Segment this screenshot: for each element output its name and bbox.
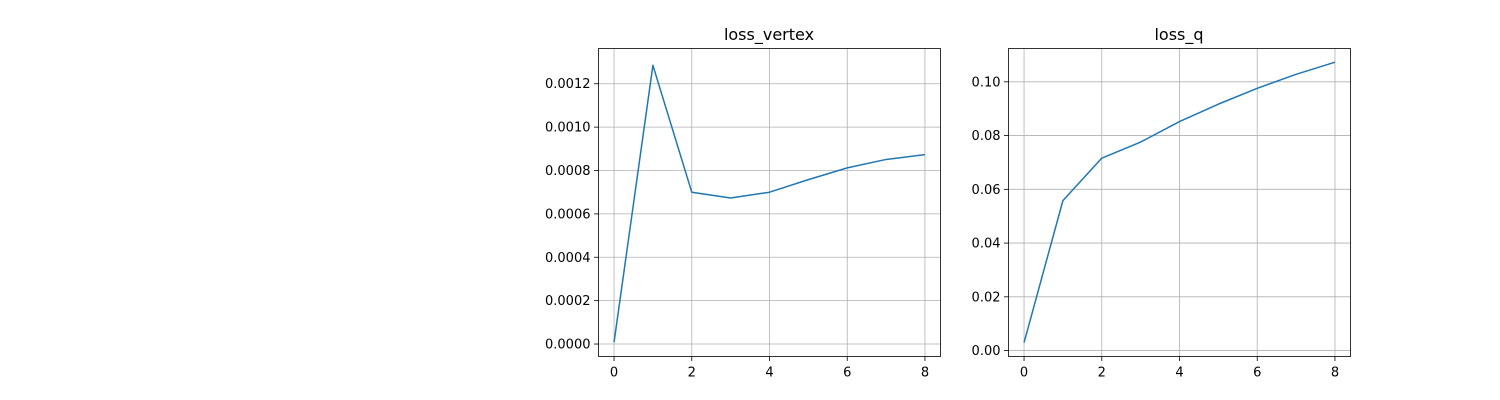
- x-tick-label: 8: [921, 366, 929, 381]
- x-tick-label: 0: [610, 366, 618, 381]
- x-tick-label: 8: [1331, 366, 1339, 381]
- y-tick-label: 0.0012: [545, 77, 591, 92]
- x-tick-label: 4: [1175, 366, 1183, 381]
- chart-title: loss_vertex: [724, 25, 814, 45]
- chart-loss-q: loss_q 0 2 4 6 8 0.00 0.02 0.04 0.06 0.08 0.10: [972, 25, 1351, 381]
- x-tick-label: 2: [1098, 366, 1106, 381]
- y-tick-label: 0.06: [972, 183, 1001, 198]
- series-line: [1023, 61, 1336, 343]
- y-tick-label: 0.0004: [545, 251, 591, 266]
- chart-title: loss_q: [1154, 25, 1203, 45]
- series-line: [613, 64, 926, 343]
- y-tick-label: 0.00: [972, 344, 1001, 359]
- x-tick-label: 2: [688, 366, 696, 381]
- y-tick-label: 0.04: [972, 237, 1001, 252]
- x-tick-label: 4: [765, 366, 773, 381]
- chart-loss-vertex: loss_vertex 0 2 4 6 8 0.0000 0.0002 0.0004 0.000…: [545, 25, 941, 381]
- y-tick-label: 0.0010: [545, 121, 591, 136]
- x-tick-label: 6: [843, 366, 851, 381]
- y-tick-label: 0.0008: [545, 164, 591, 179]
- x-tick-label: 0: [1020, 366, 1028, 381]
- y-tick-label: 0.02: [972, 290, 1001, 305]
- y-tick-label: 0.10: [972, 75, 1001, 90]
- y-tick-label: 0.0002: [545, 294, 591, 309]
- y-tick-label: 0.0000: [545, 338, 591, 353]
- y-tick-label: 0.0006: [545, 207, 591, 222]
- x-tick-label: 6: [1253, 366, 1261, 381]
- y-tick-label: 0.08: [972, 129, 1001, 144]
